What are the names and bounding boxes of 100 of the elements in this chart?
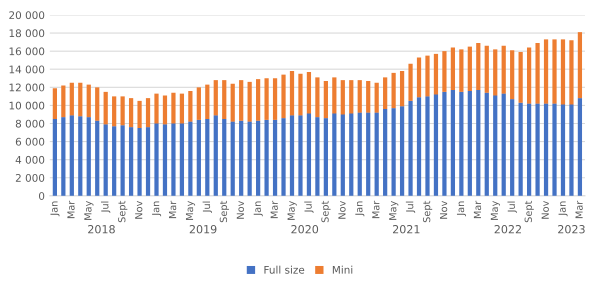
- bar: [61, 86, 66, 118]
- bar: [239, 120, 244, 196]
- bar: [171, 92, 176, 124]
- bar: [383, 77, 388, 110]
- bar: [416, 57, 422, 98]
- x-tick-label: Jul: [406, 202, 416, 213]
- legend-label: Full size: [264, 266, 304, 274]
- bar: [535, 104, 540, 196]
- bar: [281, 118, 286, 196]
- bar: [315, 77, 320, 118]
- bar: [264, 78, 269, 120]
- bar: [518, 102, 523, 196]
- x-tick-label: Nov: [135, 200, 142, 219]
- bar: [526, 104, 532, 196]
- bar: [188, 122, 192, 196]
- bar: [374, 112, 379, 196]
- bar: [306, 114, 312, 196]
- bar: [332, 77, 336, 114]
- bar: [442, 51, 447, 92]
- bar: [95, 120, 100, 196]
- x-tick-label: Jan: [254, 202, 263, 216]
- bar: [434, 54, 438, 95]
- text: 2018: [88, 225, 115, 234]
- bar: [383, 109, 388, 196]
- bar: [137, 128, 142, 196]
- bar: [104, 92, 108, 124]
- bar: [222, 80, 226, 119]
- bar: [196, 87, 201, 120]
- bar: [52, 88, 57, 119]
- bar: [535, 43, 540, 104]
- bar: [442, 92, 447, 196]
- bar: [104, 124, 108, 196]
- bar: [272, 78, 278, 120]
- bar: [493, 49, 498, 96]
- bar: [154, 94, 159, 124]
- bar: [146, 127, 150, 196]
- x-tick-label: Mar: [576, 200, 583, 218]
- text: 2020: [291, 225, 318, 234]
- x-tick-label: Jan: [558, 202, 568, 216]
- bar: [552, 39, 557, 104]
- text: 2023: [558, 225, 585, 234]
- x-tick-label: May: [389, 200, 398, 220]
- bar: [392, 72, 396, 108]
- x-tick-label: Mar: [169, 200, 176, 218]
- bar: [468, 46, 472, 91]
- bar: [340, 80, 345, 114]
- bar: [162, 124, 168, 196]
- bar: [459, 92, 464, 196]
- bar: [298, 74, 303, 116]
- bar: [552, 104, 557, 196]
- bar: [264, 120, 269, 196]
- bar: [324, 80, 328, 118]
- x-tick-label: Jan: [456, 202, 466, 216]
- x-tick-label: May: [490, 200, 500, 220]
- bar: [358, 112, 362, 196]
- bar: [358, 80, 362, 113]
- y-tick-label: 18 000: [10, 29, 44, 38]
- bar: [332, 114, 336, 196]
- bar: [392, 108, 396, 196]
- x-tick-label: Sept: [321, 200, 331, 222]
- bar: [306, 72, 312, 114]
- x-tick-label: Mar: [474, 200, 482, 218]
- x-tick-label: Nov: [542, 200, 549, 219]
- bar: [510, 99, 514, 196]
- legend-label: Mini: [332, 266, 352, 274]
- y-tick-label: 8 000: [16, 120, 44, 128]
- bar: [493, 95, 498, 196]
- bar: [180, 94, 184, 124]
- x-tick-label: Jul: [304, 202, 314, 213]
- x-tick-label: Mar: [270, 200, 278, 218]
- bar: [484, 46, 489, 93]
- x-tick-label: May: [84, 200, 94, 220]
- x-tick-label: Sept: [524, 200, 534, 222]
- x-tick-label: Sept: [220, 200, 229, 222]
- bar: [272, 120, 278, 196]
- bar: [476, 90, 480, 196]
- bar: [290, 115, 294, 196]
- y-tick-label: 4 000: [16, 156, 44, 164]
- bar: [281, 74, 286, 118]
- x-tick-label: Nov: [440, 200, 448, 219]
- x-tick-label: Jul: [100, 202, 110, 213]
- bar: [128, 127, 134, 196]
- bar: [248, 82, 252, 122]
- bar: [112, 96, 116, 126]
- bar: [196, 120, 201, 196]
- bar: [408, 100, 413, 196]
- x-tick-label: Mar: [67, 200, 75, 218]
- bar: [70, 82, 74, 116]
- bar: [502, 94, 506, 196]
- bar: [162, 95, 168, 124]
- bar: [128, 98, 134, 128]
- bar: [315, 117, 320, 196]
- x-tick-label: Jan: [355, 202, 364, 216]
- bar: [256, 120, 260, 196]
- x-tick-label: Sept: [118, 200, 128, 222]
- x-tick-label: Sept: [422, 200, 432, 222]
- x-tick-label: May: [288, 200, 297, 220]
- bar: [400, 71, 404, 106]
- bar: [86, 84, 91, 118]
- bar: [95, 87, 100, 121]
